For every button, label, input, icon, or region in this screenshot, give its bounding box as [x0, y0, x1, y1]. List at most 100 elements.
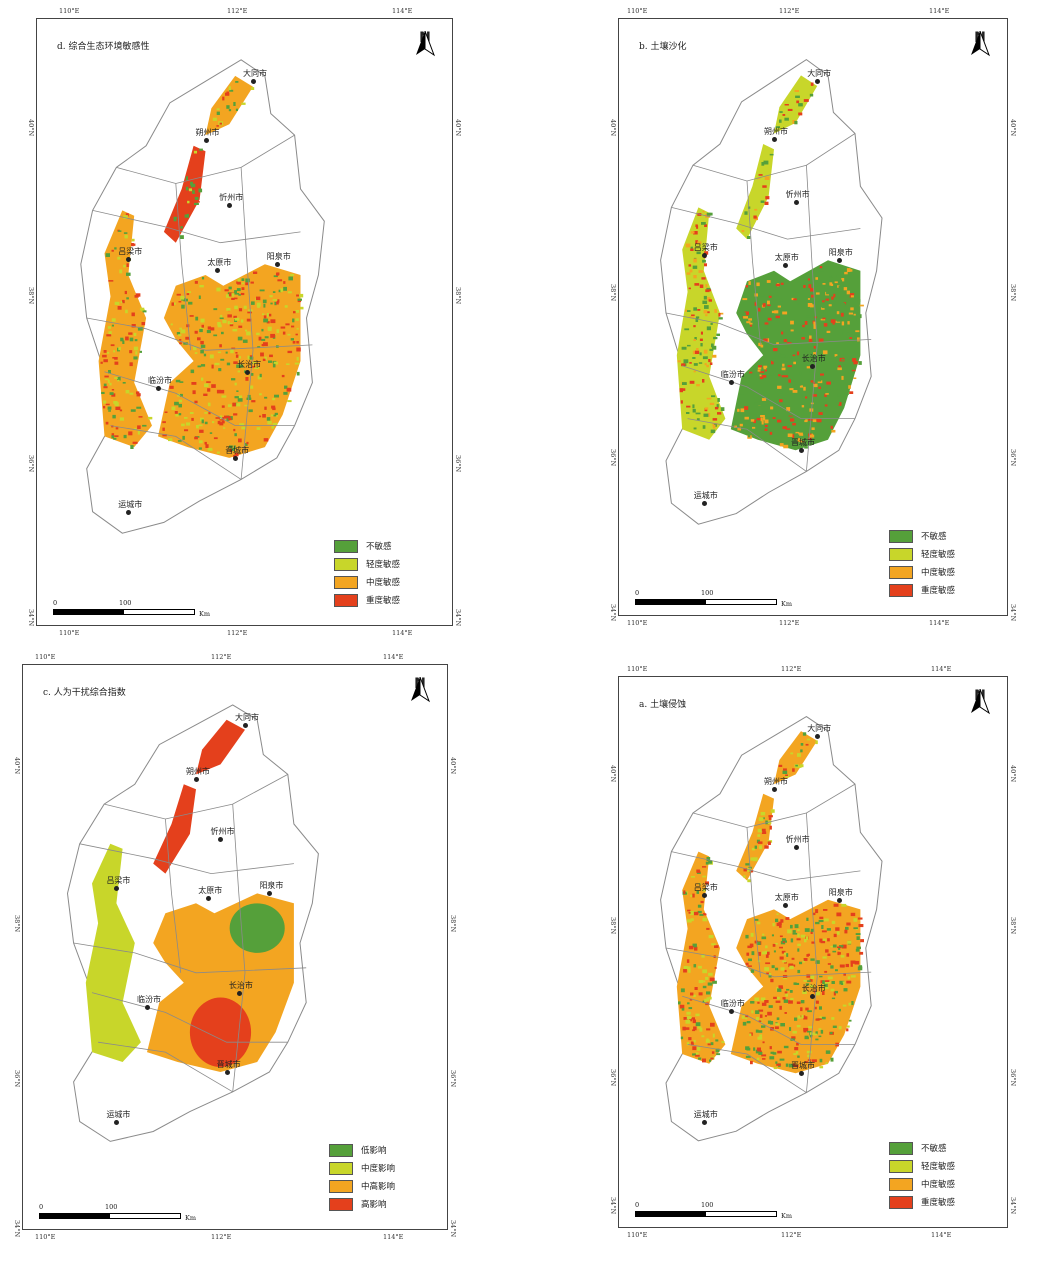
raster-cell	[761, 318, 765, 321]
raster-cell	[201, 377, 204, 381]
tick-label-bottom: 112°E	[227, 629, 248, 637]
legend-item: 中高影响	[329, 1177, 395, 1195]
raster-cell	[702, 259, 706, 263]
raster-cell	[708, 996, 712, 1000]
raster-cell	[200, 349, 204, 354]
raster-cell	[117, 306, 122, 310]
raster-cell	[200, 364, 206, 367]
raster-cell	[693, 231, 698, 235]
raster-cell	[229, 445, 233, 449]
raster-cell	[240, 292, 245, 296]
city-marker	[233, 455, 239, 461]
north-arrow: N	[965, 31, 995, 57]
raster-cell	[828, 358, 834, 361]
scale-zero: 0	[635, 1201, 640, 1209]
raster-cell	[111, 389, 115, 391]
raster-cell	[790, 320, 794, 325]
raster-cell	[769, 153, 774, 156]
raster-cell	[795, 433, 799, 435]
raster-cell	[114, 435, 119, 437]
raster-cell	[686, 412, 690, 414]
legend-swatch	[889, 1141, 913, 1155]
raster-cell	[715, 1039, 719, 1042]
raster-cell	[773, 345, 777, 347]
raster-cell	[690, 894, 694, 897]
raster-cell	[122, 382, 126, 384]
raster-cell	[272, 291, 276, 293]
raster-cell	[226, 308, 231, 311]
city-marker	[114, 886, 120, 892]
raster-cell	[846, 388, 850, 393]
raster-cell	[793, 982, 797, 985]
raster-cell	[702, 866, 707, 868]
raster-cell	[262, 414, 266, 418]
raster-cell	[684, 328, 690, 331]
raster-cell	[832, 303, 835, 307]
raster-cell	[696, 871, 701, 874]
raster-cell	[856, 946, 861, 949]
raster-cell	[834, 281, 838, 284]
raster-cell	[267, 328, 272, 331]
raster-cell	[826, 928, 831, 931]
raster-cell	[104, 378, 109, 381]
raster-cell	[810, 930, 813, 934]
raster-cell	[837, 952, 841, 955]
raster-cell	[810, 975, 815, 980]
raster-cell	[201, 324, 204, 328]
raster-cell	[705, 881, 709, 885]
admin-boundary	[746, 827, 761, 977]
city-label: 阳泉市	[266, 252, 291, 262]
raster-cell	[283, 286, 287, 291]
raster-cell	[760, 200, 765, 203]
raster-cell	[812, 419, 817, 423]
raster-cell	[830, 988, 835, 992]
raster-cell	[764, 201, 769, 205]
raster-cell	[184, 213, 189, 218]
raster-cell	[764, 425, 768, 427]
raster-cell	[693, 1039, 696, 1043]
raster-cell	[849, 391, 854, 394]
raster-cell	[686, 1011, 691, 1015]
raster-cell	[759, 1014, 763, 1018]
raster-cell	[748, 318, 752, 321]
raster-cell	[787, 365, 792, 368]
raster-cell	[710, 429, 716, 434]
raster-cell	[700, 343, 703, 347]
city-marker	[782, 263, 788, 269]
city-marker	[218, 836, 224, 842]
raster-cell	[259, 415, 262, 418]
raster-cell	[847, 321, 850, 325]
raster-cell	[699, 1027, 703, 1032]
raster-cell	[688, 945, 694, 950]
raster-cell	[767, 1020, 772, 1024]
raster-cell	[847, 940, 852, 944]
raster-cell	[105, 421, 109, 425]
raster-cell	[815, 991, 820, 996]
raster-cell	[756, 177, 761, 180]
raster-cell	[836, 319, 841, 322]
raster-cell	[119, 417, 124, 421]
raster-cell	[843, 287, 848, 291]
raster-cell	[845, 963, 849, 968]
raster-cell	[184, 190, 187, 194]
north-arrow-icon	[411, 677, 431, 703]
raster-cell	[818, 919, 824, 923]
legend-item: 轻度敏感	[889, 545, 955, 563]
raster-cell	[139, 307, 145, 311]
raster-cell	[682, 1026, 686, 1031]
raster-cell	[838, 365, 842, 368]
raster-cell	[843, 307, 847, 311]
raster-cell	[114, 301, 120, 305]
raster-cell	[253, 271, 258, 274]
raster-cell	[757, 286, 760, 289]
raster-cell	[237, 398, 243, 402]
raster-cell	[796, 765, 802, 768]
raster-cell	[693, 964, 697, 968]
raster-cell	[763, 365, 767, 370]
raster-cell	[856, 936, 860, 940]
raster-cell	[111, 433, 115, 436]
raster-cell	[257, 346, 261, 348]
legend-label: 不敏感	[366, 542, 392, 552]
raster-cell	[131, 324, 136, 328]
raster-cell	[681, 1008, 685, 1011]
